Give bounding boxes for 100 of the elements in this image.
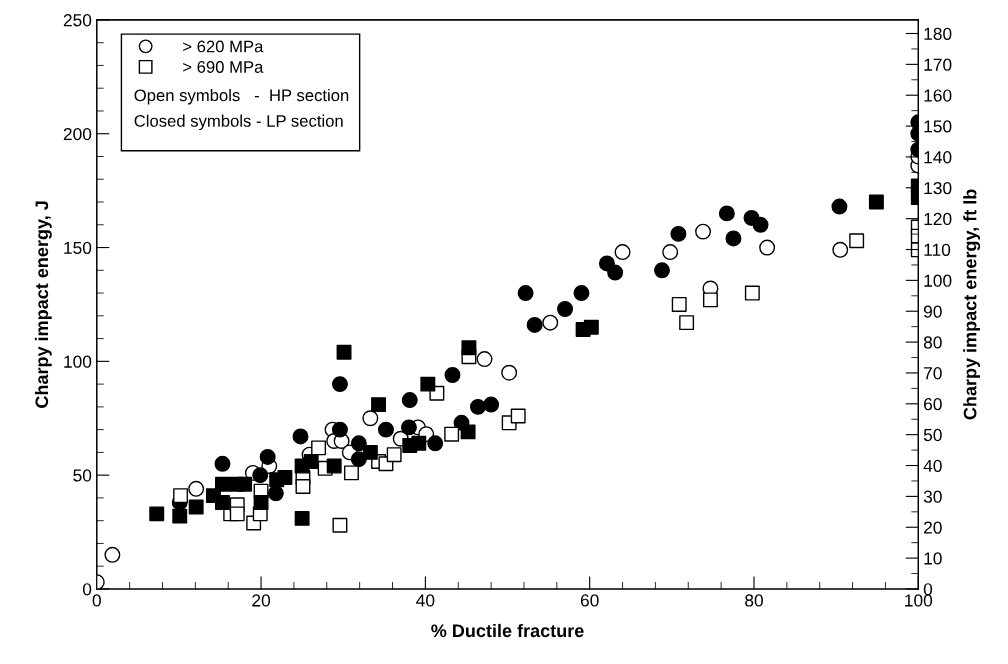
y2-tick-label: 10 bbox=[924, 552, 942, 565]
point bbox=[326, 458, 342, 474]
point bbox=[229, 506, 245, 522]
point bbox=[362, 410, 379, 427]
legend-label: > 690 MPa bbox=[183, 61, 264, 73]
y2-tick-label: 120 bbox=[924, 212, 952, 226]
point bbox=[510, 408, 526, 424]
point bbox=[427, 435, 444, 452]
point bbox=[188, 480, 205, 497]
point bbox=[173, 488, 189, 504]
point bbox=[444, 367, 461, 383]
point bbox=[214, 476, 230, 492]
point bbox=[362, 444, 378, 460]
point bbox=[303, 454, 319, 469]
point bbox=[420, 376, 436, 392]
point bbox=[702, 292, 718, 308]
x-tick-label: 80 bbox=[745, 594, 763, 607]
point bbox=[386, 447, 402, 463]
y2-tick-label: 150 bbox=[924, 120, 952, 133]
point bbox=[377, 421, 394, 438]
point bbox=[331, 421, 348, 438]
point bbox=[104, 546, 121, 563]
point bbox=[759, 239, 776, 256]
point bbox=[311, 440, 327, 456]
point bbox=[695, 223, 712, 240]
point bbox=[172, 508, 188, 524]
point bbox=[237, 476, 253, 492]
y2-tick-label: 180 bbox=[924, 27, 952, 40]
point bbox=[671, 296, 687, 312]
y2-tick-label: 160 bbox=[924, 89, 952, 102]
point bbox=[259, 448, 276, 465]
x-axis-title: % Ductile fracture bbox=[431, 623, 584, 638]
y2-tick-label: 60 bbox=[924, 397, 942, 411]
point bbox=[662, 244, 679, 261]
point bbox=[343, 465, 359, 481]
point bbox=[460, 424, 476, 440]
y-tick-label: 150 bbox=[64, 241, 92, 254]
annotation: Closed symbols - LP section bbox=[134, 114, 343, 131]
point bbox=[868, 194, 884, 210]
y2-tick-label: 80 bbox=[923, 336, 942, 349]
point bbox=[718, 205, 735, 222]
y2-tick-label: 20 bbox=[924, 521, 942, 534]
y2-tick-label: 0 bbox=[923, 583, 933, 596]
point bbox=[573, 285, 590, 302]
point bbox=[607, 264, 624, 281]
point bbox=[371, 397, 387, 413]
point bbox=[679, 315, 695, 331]
y-tick-label: 250 bbox=[63, 14, 92, 27]
point bbox=[295, 479, 311, 495]
point bbox=[336, 344, 352, 360]
y2-tick-label: 100 bbox=[924, 274, 952, 287]
point bbox=[294, 510, 310, 526]
point bbox=[849, 233, 865, 249]
x-tick-label: 60 bbox=[580, 594, 599, 607]
x-tick-label: 20 bbox=[252, 594, 271, 607]
x-tick-label: 40 bbox=[416, 594, 435, 607]
point bbox=[526, 316, 543, 333]
point bbox=[400, 419, 417, 436]
y-tick-label: 200 bbox=[63, 127, 92, 141]
point bbox=[149, 506, 165, 522]
point bbox=[542, 314, 559, 331]
y2-tick-label: 130 bbox=[924, 181, 952, 195]
point bbox=[517, 285, 534, 302]
point bbox=[292, 428, 309, 445]
y2-tick-label: 40 bbox=[923, 459, 942, 472]
point bbox=[831, 198, 848, 215]
annotation: Open symbols - HP section bbox=[134, 88, 349, 105]
y-tick-label: 50 bbox=[73, 469, 92, 482]
y2-tick-label: 70 bbox=[924, 367, 942, 380]
point bbox=[670, 225, 687, 242]
point bbox=[253, 495, 269, 510]
x-tick-label: 0 bbox=[92, 594, 101, 607]
y-tick-label: 100 bbox=[64, 355, 92, 368]
point bbox=[832, 241, 849, 258]
point bbox=[331, 376, 348, 393]
point bbox=[267, 485, 284, 502]
y2-axis-title: Charpy impact energy, ft lb bbox=[963, 189, 981, 420]
point bbox=[411, 435, 427, 451]
point bbox=[501, 364, 518, 381]
point bbox=[583, 319, 599, 335]
y2-tick-label: 110 bbox=[924, 243, 951, 256]
point bbox=[214, 495, 230, 510]
point bbox=[744, 285, 760, 301]
point bbox=[188, 499, 204, 515]
point bbox=[469, 398, 486, 415]
y2-tick-label: 50 bbox=[923, 428, 942, 442]
point bbox=[332, 517, 348, 533]
point bbox=[483, 396, 500, 413]
y-tick-label: 0 bbox=[82, 583, 92, 596]
point bbox=[252, 467, 269, 484]
point bbox=[214, 455, 231, 472]
y2-tick-label: 30 bbox=[923, 490, 942, 503]
y2-tick-label: 90 bbox=[923, 305, 942, 318]
point bbox=[401, 392, 418, 409]
point bbox=[614, 244, 631, 261]
y2-tick-label: 170 bbox=[924, 58, 952, 71]
point bbox=[350, 435, 367, 452]
point bbox=[653, 262, 670, 279]
point bbox=[476, 351, 493, 368]
point bbox=[461, 340, 477, 356]
